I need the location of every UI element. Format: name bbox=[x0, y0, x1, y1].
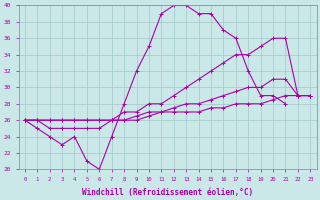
X-axis label: Windchill (Refroidissement éolien,°C): Windchill (Refroidissement éolien,°C) bbox=[82, 188, 253, 197]
